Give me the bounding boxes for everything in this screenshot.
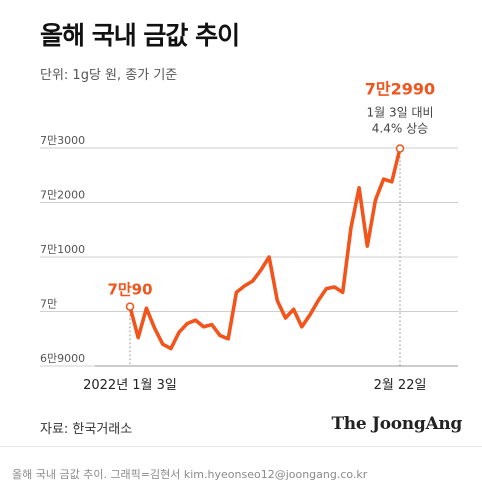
- x-tick-label: 2022년 1월 3일: [83, 378, 177, 393]
- joongang-logo: The JoongAng: [331, 414, 462, 434]
- price-line: [128, 146, 402, 351]
- change-note-line2: 4.4% 상승: [372, 122, 428, 136]
- graphic-credit: 올해 국내 금값 추이. 그래픽=김현서 kim.hyeonseo12@joon…: [12, 468, 368, 481]
- source-note: 자료: 한국거래소: [40, 422, 133, 437]
- gold-price-chart: 6만9000 7만 7만1000 7만2000 7만3000 2022년 1월 3일 2월 …: [40, 80, 458, 393]
- y-tick-label: 7만3000: [40, 134, 85, 147]
- value-label-start: 7만90: [107, 281, 152, 299]
- value-label-end: 7만2990: [365, 80, 435, 99]
- x-tick-label: 2월 22일: [374, 378, 427, 393]
- point-marker: [125, 302, 135, 311]
- page-title: 올해 국내 금값 추이: [40, 21, 240, 50]
- unit-note: 단위: 1g당 원, 종가 기준: [40, 68, 178, 83]
- y-tick-label: 6만9000: [40, 352, 85, 365]
- change-note-line1: 1월 3일 대비: [366, 106, 433, 120]
- y-tick-label: 7만2000: [40, 189, 85, 202]
- y-tick-label: 7만: [40, 298, 57, 311]
- point-marker: [395, 144, 405, 153]
- y-tick-label: 7만1000: [40, 243, 85, 256]
- footer-divider: [0, 446, 482, 447]
